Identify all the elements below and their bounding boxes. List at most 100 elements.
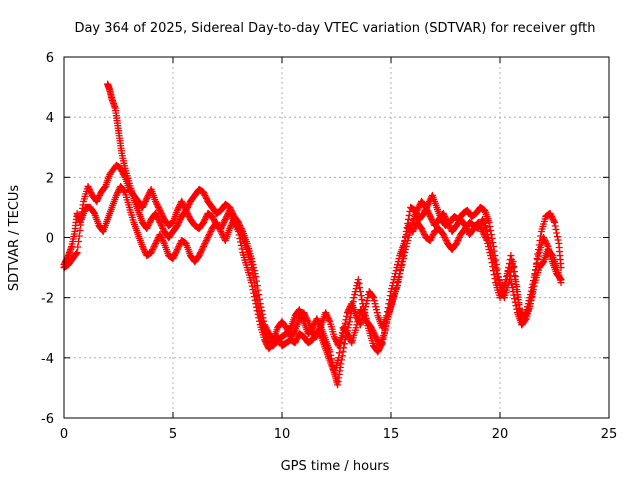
data-point bbox=[335, 349, 343, 357]
data-point bbox=[527, 287, 535, 295]
data-point bbox=[302, 313, 310, 321]
y-tick-label: -6 bbox=[41, 412, 54, 427]
data-point bbox=[425, 209, 433, 217]
data-point bbox=[72, 250, 80, 258]
data-point bbox=[201, 215, 209, 223]
data-point bbox=[372, 303, 380, 311]
data-point bbox=[175, 243, 183, 251]
data-point bbox=[218, 229, 226, 237]
data-point bbox=[489, 267, 497, 275]
data-point bbox=[322, 310, 330, 318]
data-point bbox=[217, 227, 225, 235]
data-point bbox=[443, 217, 451, 225]
data-point bbox=[551, 218, 558, 226]
data-point bbox=[487, 226, 495, 234]
data-point bbox=[476, 223, 484, 231]
data-point bbox=[170, 253, 178, 261]
data-point bbox=[428, 234, 436, 241]
data-point bbox=[355, 280, 363, 288]
data-point bbox=[309, 334, 317, 342]
data-point bbox=[255, 314, 263, 322]
data-point bbox=[402, 246, 410, 254]
data-point bbox=[455, 235, 463, 243]
data-point bbox=[255, 291, 263, 299]
data-point bbox=[423, 206, 431, 214]
data-point bbox=[95, 193, 103, 201]
data-point bbox=[283, 325, 291, 333]
data-point bbox=[292, 337, 300, 345]
data-point bbox=[156, 206, 164, 214]
data-point bbox=[144, 193, 152, 201]
data-point bbox=[370, 297, 378, 305]
data-point bbox=[414, 205, 422, 213]
data-point bbox=[74, 243, 82, 251]
data-point bbox=[489, 263, 497, 271]
data-point bbox=[400, 252, 408, 260]
data-point bbox=[338, 334, 346, 342]
data-point bbox=[531, 270, 539, 278]
x-tick-label: 20 bbox=[492, 427, 509, 442]
data-point bbox=[547, 211, 555, 219]
data-point bbox=[251, 270, 259, 278]
data-point bbox=[524, 300, 532, 308]
data-point bbox=[76, 226, 84, 234]
data-point bbox=[404, 215, 412, 223]
data-point bbox=[372, 306, 380, 314]
x-tick-label: 25 bbox=[601, 427, 618, 442]
data-point bbox=[200, 188, 208, 196]
data-point bbox=[252, 300, 260, 308]
data-point bbox=[418, 226, 426, 234]
data-point bbox=[140, 200, 148, 208]
series-track-c bbox=[60, 182, 565, 377]
data-point bbox=[486, 249, 494, 257]
x-tick-label: 15 bbox=[383, 427, 400, 442]
data-point bbox=[475, 220, 483, 228]
data-point bbox=[508, 280, 516, 288]
data-point bbox=[505, 264, 513, 272]
data-point bbox=[377, 342, 385, 350]
data-point bbox=[172, 249, 180, 257]
data-point bbox=[176, 241, 184, 249]
data-point bbox=[336, 344, 344, 352]
grid bbox=[64, 57, 609, 418]
data-point bbox=[543, 240, 551, 248]
data-point bbox=[249, 286, 257, 294]
data-point bbox=[159, 237, 167, 245]
data-point bbox=[490, 271, 498, 279]
data-point bbox=[101, 183, 109, 191]
data-point bbox=[200, 190, 208, 198]
data-point bbox=[510, 263, 518, 271]
data-point bbox=[237, 238, 245, 246]
data-point bbox=[197, 249, 205, 257]
data-point bbox=[503, 273, 511, 281]
data-point bbox=[397, 264, 405, 272]
data-point bbox=[394, 276, 402, 284]
x-tick-label: 0 bbox=[60, 427, 68, 442]
data-point bbox=[253, 303, 261, 311]
data-point bbox=[540, 235, 548, 243]
data-point bbox=[419, 227, 427, 235]
data-point bbox=[206, 229, 214, 237]
data-point bbox=[530, 273, 538, 281]
data-point bbox=[510, 291, 518, 299]
data-point bbox=[213, 218, 221, 226]
data-point bbox=[173, 206, 181, 214]
data-point bbox=[262, 339, 270, 347]
data-point bbox=[237, 242, 245, 250]
data-point bbox=[426, 237, 434, 245]
data-point bbox=[178, 197, 186, 205]
data-point bbox=[290, 328, 298, 336]
data-point bbox=[301, 312, 309, 320]
chart-title: Day 364 of 2025, Sidereal Day-to-day VTE… bbox=[74, 21, 595, 36]
data-point bbox=[479, 227, 487, 235]
data-points bbox=[60, 80, 565, 389]
y-tick-label: 6 bbox=[46, 51, 54, 66]
data-point bbox=[248, 282, 256, 290]
y-tick-label: 0 bbox=[46, 232, 54, 247]
data-point bbox=[522, 309, 530, 317]
data-point bbox=[557, 276, 565, 284]
data-point bbox=[176, 217, 184, 225]
data-point bbox=[94, 194, 102, 202]
data-point bbox=[249, 261, 257, 269]
data-point bbox=[424, 208, 432, 216]
